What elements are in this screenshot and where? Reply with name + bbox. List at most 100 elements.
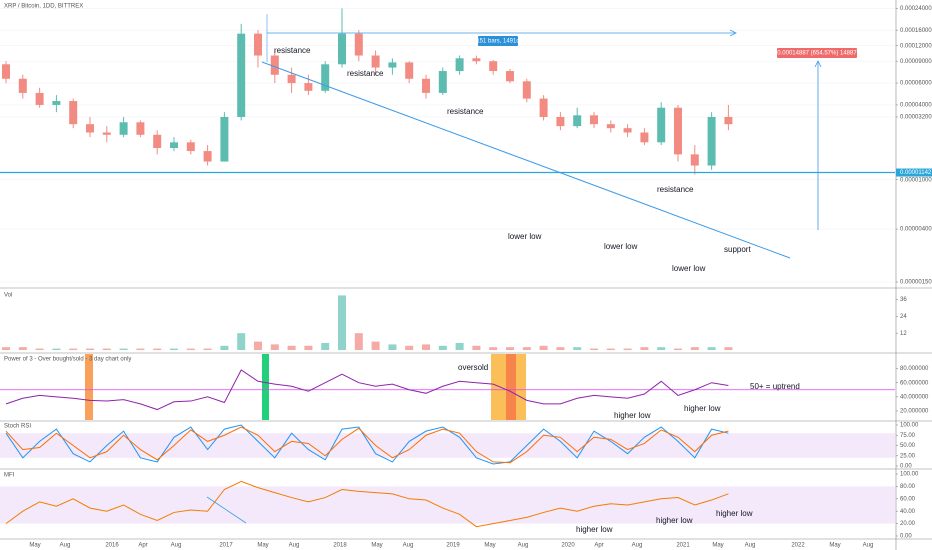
- volume-bar: [640, 347, 649, 350]
- candle-body: [438, 71, 447, 93]
- candle-body: [237, 33, 246, 117]
- volume-bar: [573, 347, 582, 350]
- annotation-box: [478, 36, 518, 46]
- volume-bar: [707, 347, 716, 350]
- x-tick-label: 2019: [446, 543, 460, 549]
- x-tick-label: Apr: [594, 543, 603, 549]
- candle-body: [354, 33, 363, 56]
- volume-bar: [119, 348, 128, 350]
- volume-bar: [506, 347, 514, 350]
- arrow-head: [814, 60, 822, 68]
- annotation: support: [724, 245, 751, 254]
- candle-body: [35, 92, 44, 105]
- y-tick-label: 100.00: [900, 423, 919, 429]
- y-tick-label: 25.00: [900, 453, 916, 459]
- volume-bar: [35, 348, 44, 350]
- y-tick-label: 40.000000: [900, 394, 929, 400]
- y-tick-label: 36: [900, 297, 907, 303]
- x-tick-label: Aug: [745, 543, 756, 549]
- candle-body: [455, 58, 464, 72]
- y-tick-label: 80.000000: [900, 366, 929, 372]
- volume-bar: [438, 345, 447, 350]
- x-tick-label: Aug: [171, 543, 182, 549]
- price-label: 0.00001142: [900, 170, 932, 176]
- annotation: resistance: [347, 69, 384, 78]
- annotation: lower low: [508, 232, 542, 241]
- y-tick-label: 100.00: [900, 472, 919, 478]
- volume-bar: [422, 344, 430, 350]
- candle-body: [623, 128, 632, 133]
- y-tick-label: 0.00024000: [900, 6, 932, 12]
- y-tick-label: 0.00001000: [900, 177, 932, 183]
- x-tick-label: May: [29, 543, 40, 549]
- trend-line: [261, 61, 791, 259]
- candle-body: [119, 122, 128, 135]
- x-tick-label: May: [257, 543, 268, 549]
- indicator-line: [5, 480, 729, 528]
- volume-bar: [186, 348, 195, 350]
- y-tick-label: 0.00000400: [900, 227, 932, 233]
- panel-title: MFI: [4, 473, 15, 479]
- panel-title: Power of 3 - Over bought/sold - 3 day ch…: [4, 357, 131, 363]
- x-tick-label: 2020: [561, 543, 575, 549]
- volume-bar: [136, 348, 145, 350]
- volume-bar: [556, 347, 565, 350]
- volume-bar: [674, 348, 682, 350]
- candle-body: [707, 116, 716, 166]
- volume-bar: [220, 345, 229, 350]
- x-tick-label: May: [484, 543, 495, 549]
- candle-body: [86, 124, 94, 133]
- y-tick-label: 0.00016000: [900, 28, 932, 34]
- x-tick-label: May: [712, 543, 723, 549]
- candle-body: [556, 116, 565, 127]
- x-tick-label: Aug: [289, 543, 300, 549]
- annotation: resistance: [274, 46, 311, 55]
- indicator-line: [5, 426, 729, 464]
- volume-bar: [724, 347, 733, 350]
- volume-bar: [455, 343, 464, 350]
- candle-body: [590, 115, 598, 125]
- volume-bar: [472, 345, 481, 350]
- candle-body: [405, 62, 414, 79]
- price-label-box: [896, 168, 932, 177]
- annotation: 0.00014887 (654.57%) 14887: [777, 51, 857, 57]
- x-tick-label: Aug: [863, 543, 874, 549]
- volume-bar: [270, 344, 279, 350]
- annotation: lower low: [672, 264, 706, 273]
- x-tick-label: Aug: [403, 543, 414, 549]
- highlights: [85, 354, 526, 420]
- volume-bar: [52, 348, 61, 350]
- candle-body: [674, 107, 682, 155]
- volume-bar: [2, 347, 10, 350]
- volume-bar: [489, 347, 498, 350]
- candle-body: [52, 101, 61, 105]
- annotation: higher low: [656, 516, 693, 525]
- annotation: higher low: [614, 411, 651, 420]
- candle-body: [522, 81, 531, 99]
- y-tick-label: 24: [900, 314, 907, 320]
- candle-body: [388, 62, 397, 68]
- candle-body: [304, 83, 313, 91]
- panel-title: XRP / Bitcoin, 1DD, BITTREX: [4, 4, 83, 10]
- x-tick-label: May: [371, 543, 382, 549]
- candle-body: [573, 115, 582, 127]
- candle-body: [657, 107, 666, 143]
- candle-body: [69, 101, 78, 125]
- annotation: higher low: [576, 525, 613, 534]
- candle-body: [724, 116, 733, 125]
- annotation: higher low: [716, 509, 753, 518]
- x-tick-label: Aug: [60, 543, 71, 549]
- volume-bar: [170, 348, 178, 350]
- candle-body: [220, 116, 229, 162]
- volume-bar: [287, 345, 296, 350]
- volume-bar: [539, 345, 548, 350]
- volume-bar: [522, 347, 531, 350]
- y-tick-label: 80.00: [900, 484, 916, 490]
- x-tick-label: 2018: [333, 543, 347, 549]
- volume-bar: [371, 341, 380, 350]
- volume-bar: [690, 347, 699, 350]
- y-tick-label: 20.00: [900, 521, 916, 527]
- annotation: resistance: [657, 185, 694, 194]
